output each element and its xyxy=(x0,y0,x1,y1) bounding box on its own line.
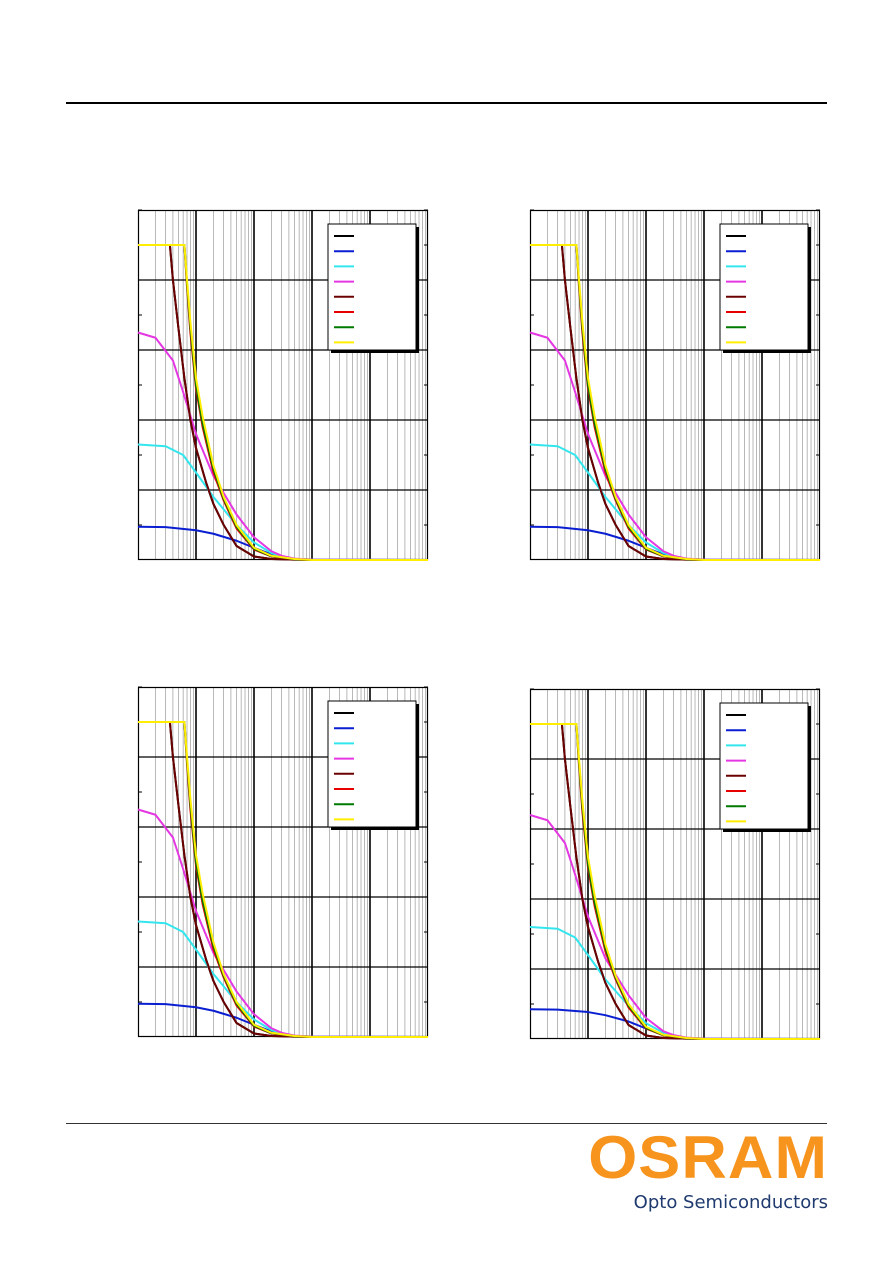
series-line-4 xyxy=(137,808,429,1038)
brand-name: OSRAM xyxy=(588,1124,828,1191)
chart-bottom-right xyxy=(529,688,821,1040)
series-line-8 xyxy=(138,244,428,561)
series-line-5 xyxy=(530,723,820,1040)
chart-svg xyxy=(137,209,429,561)
chart-svg xyxy=(137,686,429,1038)
legend-box xyxy=(719,702,809,830)
footer-rule xyxy=(66,1123,827,1124)
series-line-3 xyxy=(137,443,429,561)
osram-logo: OSRAM Opto Semiconductors xyxy=(588,1128,828,1214)
chart-svg xyxy=(529,209,821,561)
series-line-5 xyxy=(530,244,820,561)
series-line-3 xyxy=(137,920,429,1038)
chart-top-left xyxy=(137,209,429,561)
series-line-4 xyxy=(137,331,429,561)
series-line-8 xyxy=(530,723,820,1040)
chart-bottom-left xyxy=(137,686,429,1038)
header-rule xyxy=(66,102,827,104)
series-line-2 xyxy=(137,1002,429,1038)
series-line-8 xyxy=(138,721,428,1038)
series-line-4 xyxy=(529,331,821,561)
series-line-2 xyxy=(529,525,821,561)
legend-box xyxy=(719,223,809,351)
series-line-5 xyxy=(138,721,428,1038)
series-line-3 xyxy=(529,926,821,1040)
series-line-8 xyxy=(530,244,820,561)
chart-svg xyxy=(529,688,821,1040)
legend-box xyxy=(327,700,417,828)
brand-division: Opto Semiconductors xyxy=(633,1192,828,1213)
series-line-3 xyxy=(529,443,821,561)
chart-top-right xyxy=(529,209,821,561)
legend-box xyxy=(327,223,417,351)
series-line-5 xyxy=(138,244,428,561)
series-line-4 xyxy=(529,814,821,1040)
series-line-2 xyxy=(137,525,429,561)
